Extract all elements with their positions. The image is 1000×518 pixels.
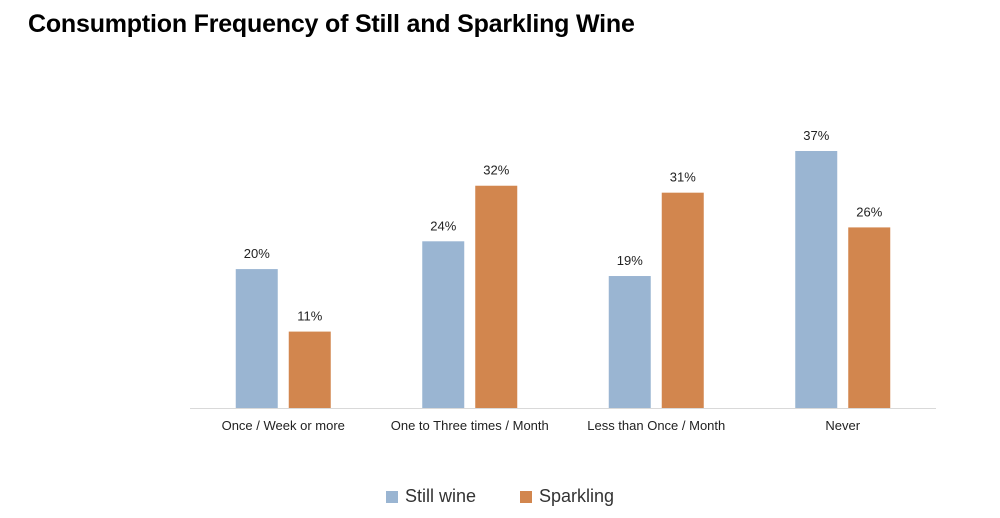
legend-item-sparkling[interactable]: Sparkling bbox=[519, 486, 615, 507]
data-label-sparkling-0: 11% bbox=[297, 309, 322, 324]
legend-swatch-still-wine bbox=[385, 490, 398, 503]
category-label-0: Once / Week or more bbox=[222, 418, 345, 433]
category-label-3: Never bbox=[825, 418, 860, 433]
bar-sparkling-1[interactable] bbox=[475, 185, 518, 408]
legend-item-still-wine[interactable]: Still wine bbox=[385, 486, 476, 507]
data-label-still-wine-2: 19% bbox=[617, 253, 643, 268]
data-label-still-wine-0: 20% bbox=[244, 246, 270, 261]
bar-still-wine-0[interactable] bbox=[235, 269, 278, 408]
data-label-still-wine-1: 24% bbox=[430, 218, 456, 233]
bar-sparkling-0[interactable] bbox=[288, 331, 331, 408]
data-label-sparkling-3: 26% bbox=[856, 204, 882, 219]
data-labels-layer: 20% 11% 24% 32% 19% 31% 37% 26% bbox=[244, 128, 883, 324]
chart-title: Consumption Frequency of Still and Spark… bbox=[28, 10, 635, 38]
legend: Still wine Sparkling bbox=[0, 486, 1000, 507]
category-label-2: Less than Once / Month bbox=[587, 418, 725, 433]
bar-still-wine-2[interactable] bbox=[608, 276, 651, 408]
category-labels-layer: Once / Week or more One to Three times / … bbox=[222, 418, 861, 433]
legend-label-sparkling: Sparkling bbox=[538, 486, 615, 506]
data-label-still-wine-3: 37% bbox=[803, 128, 829, 143]
category-label-1: One to Three times / Month bbox=[391, 418, 549, 433]
data-label-sparkling-2: 31% bbox=[670, 170, 696, 185]
bar-sparkling-2[interactable] bbox=[661, 192, 704, 408]
legend-label-still-wine: Still wine bbox=[404, 486, 476, 506]
bar-still-wine-1[interactable] bbox=[422, 241, 465, 408]
legend-swatch-sparkling bbox=[519, 490, 532, 503]
bar-still-wine-3[interactable] bbox=[795, 151, 838, 408]
bars-layer bbox=[235, 151, 891, 408]
bar-sparkling-3[interactable] bbox=[848, 227, 891, 408]
data-label-sparkling-1: 32% bbox=[483, 163, 509, 178]
